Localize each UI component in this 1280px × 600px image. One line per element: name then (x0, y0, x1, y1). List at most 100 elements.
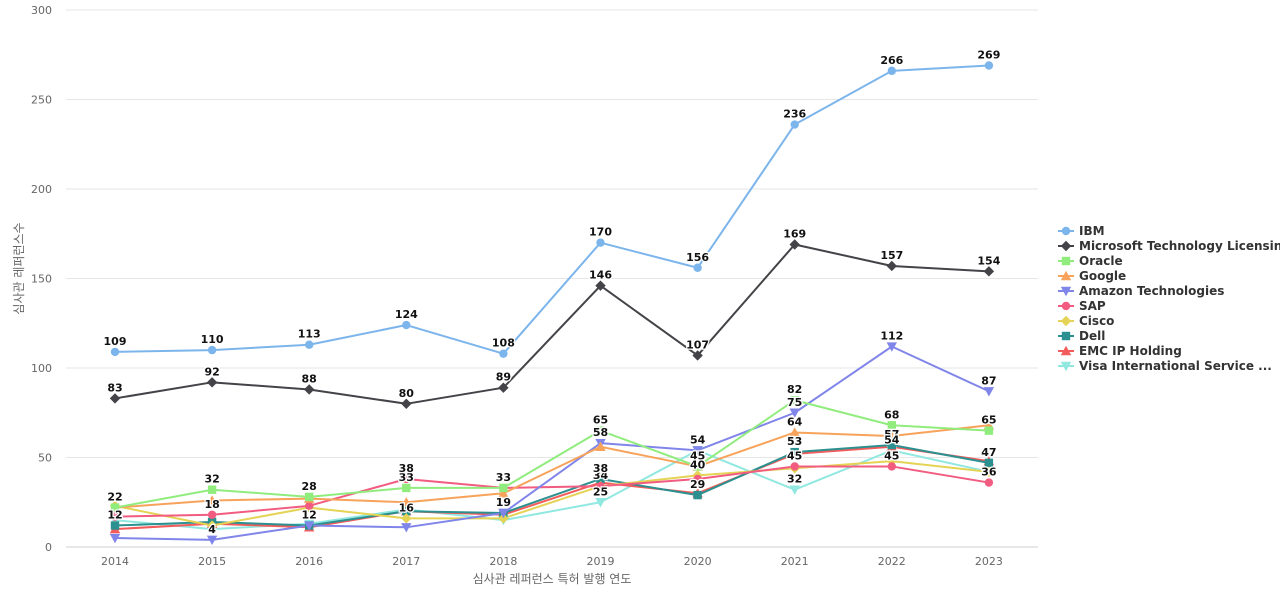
data-point (109, 393, 121, 404)
series-line (114, 424, 990, 509)
data-label: 38 (399, 462, 414, 475)
x-tick-label: 2015 (198, 555, 226, 568)
legend-label: Google (1079, 269, 1126, 283)
data-label: 32 (787, 473, 802, 486)
legend-item[interactable]: IBM (1058, 224, 1105, 238)
legend-item[interactable]: Dell (1058, 329, 1105, 343)
data-point (692, 350, 703, 361)
data-label: 112 (880, 330, 903, 343)
data-point (886, 342, 897, 352)
legend-item[interactable]: SAP (1058, 299, 1106, 313)
legend-item[interactable]: Visa International Service ... (1058, 359, 1272, 373)
data-point (305, 340, 314, 349)
data-point (206, 377, 218, 388)
x-tick-label: 2019 (587, 555, 615, 568)
legend-marker (1060, 361, 1072, 372)
data-label: 64 (787, 415, 803, 428)
y-tick-label: 100 (31, 362, 52, 375)
legend-label: EMC IP Holding (1079, 344, 1182, 358)
y-tick-label: 0 (45, 541, 52, 554)
data-label: 266 (880, 54, 903, 67)
series-lines (114, 64, 990, 541)
data-label: 4 (208, 523, 216, 536)
data-label: 154 (977, 254, 1000, 267)
data-label: 92 (204, 365, 219, 378)
legend-item[interactable]: Cisco (1058, 314, 1114, 328)
data-point (402, 507, 411, 516)
series-markers (109, 61, 995, 546)
data-point (595, 498, 606, 508)
data-point (207, 345, 217, 355)
data-point (984, 426, 994, 435)
data-label: 113 (298, 328, 321, 341)
legend-item[interactable]: Oracle (1058, 254, 1123, 268)
data-label: 12 (107, 509, 122, 522)
data-point (983, 266, 995, 277)
data-label: 107 (686, 338, 709, 351)
legend-marker (1060, 240, 1072, 252)
legend-item[interactable]: Amazon Technologies (1058, 284, 1224, 298)
legend-marker (1061, 226, 1071, 236)
legend-marker (1061, 301, 1071, 311)
legend-marker (1060, 286, 1072, 297)
data-point (693, 263, 702, 272)
series-line (114, 243, 989, 405)
data-label: 16 (399, 501, 415, 514)
data-label: 124 (395, 308, 418, 321)
data-label: 45 (787, 449, 802, 462)
y-tick-label: 250 (31, 94, 52, 107)
data-point (887, 440, 896, 450)
series-line (114, 399, 989, 509)
data-point (983, 387, 995, 397)
data-point (402, 474, 411, 484)
data-point (886, 455, 897, 467)
data-point (402, 483, 411, 493)
x-axis-title: 심사관 레퍼런스 특허 발행 연도 (473, 571, 632, 586)
legend-item[interactable]: Google (1058, 269, 1126, 283)
legend-label: IBM (1079, 224, 1105, 238)
data-point (498, 382, 509, 393)
legend-label: SAP (1079, 299, 1106, 313)
data-label: 33 (496, 471, 511, 484)
data-label: 36 (981, 466, 997, 479)
data-point (692, 446, 703, 456)
data-point (789, 408, 800, 418)
data-label: 33 (399, 471, 414, 484)
data-point (498, 513, 509, 524)
data-point (887, 66, 896, 76)
data-point (596, 474, 605, 484)
data-point (401, 497, 412, 507)
data-point (401, 513, 412, 524)
data-label: 53 (787, 435, 802, 448)
data-label: 157 (880, 249, 903, 262)
y-tick-label: 200 (31, 183, 52, 196)
legend-label: Cisco (1079, 314, 1114, 328)
data-point (595, 280, 606, 291)
data-label: 89 (496, 371, 511, 384)
legend-item[interactable]: EMC IP Holding (1058, 344, 1182, 358)
legend-item[interactable]: Microsoft Technology Licensing (1058, 239, 1280, 253)
data-point (886, 430, 897, 441)
data-label: 38 (593, 462, 608, 475)
data-point (207, 485, 217, 494)
data-label: 108 (492, 337, 515, 350)
data-point (498, 488, 509, 498)
data-label: 109 (104, 335, 127, 348)
series-line (114, 465, 990, 518)
data-point (110, 521, 120, 530)
data-point (595, 441, 606, 451)
data-label: 18 (204, 498, 219, 511)
data-point (499, 483, 508, 493)
data-point (596, 426, 605, 435)
data-label: 82 (787, 383, 802, 396)
data-label: 65 (593, 414, 608, 427)
data-point (693, 490, 702, 500)
data-label: 110 (201, 333, 224, 346)
data-point (498, 508, 509, 519)
data-point (790, 396, 799, 405)
x-tick-label: 2021 (781, 555, 809, 568)
data-point (984, 458, 994, 468)
data-label: 57 (884, 428, 899, 441)
y-tick-label: 50 (38, 452, 52, 465)
